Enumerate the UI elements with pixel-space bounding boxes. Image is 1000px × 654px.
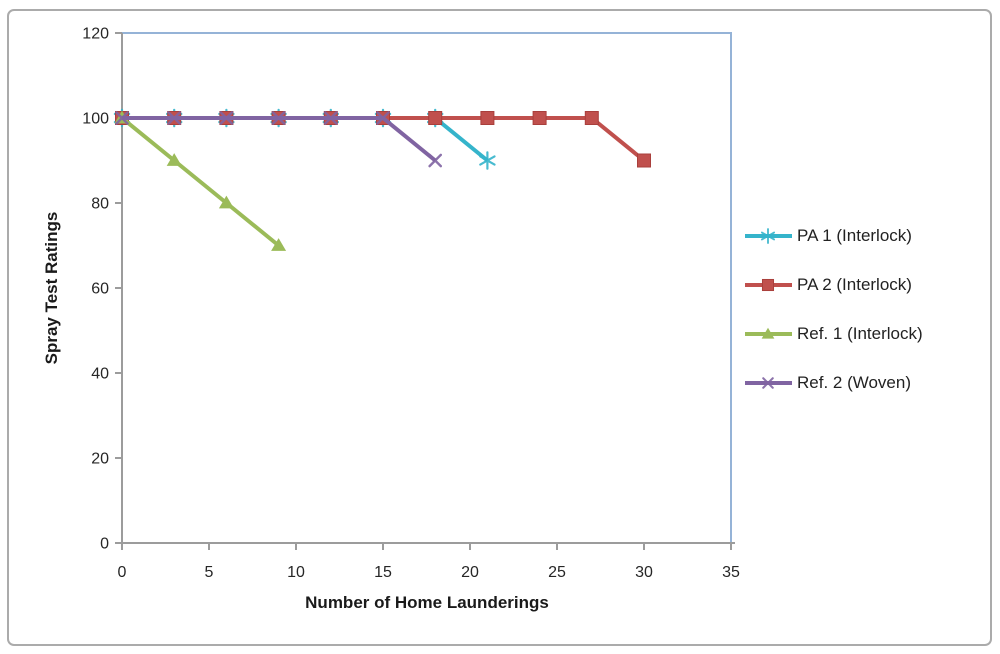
x-tick-label: 20 [461, 564, 479, 581]
y-tick-label: 80 [91, 196, 109, 213]
y-tick-label: 120 [82, 26, 109, 43]
legend-label: Ref. 1 (Interlock) [797, 324, 923, 343]
legend-item-pa-1: PA 1 (Interlock) [744, 226, 923, 245]
x-axis-title: Number of Home Launderings [305, 593, 549, 612]
y-tick-label: 0 [100, 536, 109, 553]
marker-triangle [166, 153, 182, 166]
y-tick-label: 40 [91, 366, 109, 383]
x-tick-label: 0 [118, 564, 127, 581]
plot-border [122, 32, 732, 543]
marker-triangle [218, 195, 234, 209]
legend-marker-asterisk-icon [745, 228, 792, 244]
marker-square [532, 111, 547, 125]
series-line [120, 116, 280, 248]
legend-item-ref-2: Ref. 2 (Woven) [744, 373, 923, 392]
legend-marker-triangle-icon [745, 327, 792, 339]
marker-x [271, 111, 286, 125]
marker-triangle [271, 238, 287, 251]
y-tick-label: 100 [82, 111, 109, 128]
legend-item-pa-2: PA 2 (Interlock) [744, 275, 923, 294]
legend: PA 1 (Interlock) PA 2 (Interlock) Ref. 1… [744, 226, 923, 424]
series-3 [115, 111, 442, 168]
marker-x [219, 111, 234, 125]
legend-label: Ref. 2 (Woven) [797, 373, 912, 392]
marker-asterisk [479, 151, 496, 170]
x-tick-label: 25 [548, 564, 566, 581]
y-axis-title: Spray Test Ratings [42, 211, 61, 365]
marker-square [584, 111, 599, 125]
marker-x [428, 153, 442, 168]
marker-x [115, 111, 129, 125]
marker-square [480, 111, 495, 125]
marker-triangle [761, 327, 775, 339]
x-tick-label: 10 [287, 564, 305, 581]
legend-item-ref-1: Ref. 1 (Interlock) [744, 324, 923, 343]
marker-square [761, 278, 775, 292]
y-tick-label: 60 [91, 281, 109, 298]
marker-x [762, 377, 774, 389]
series-2 [114, 110, 287, 251]
legend-marker-square-icon [745, 278, 792, 292]
marker-square [637, 153, 651, 168]
legend-marker-x-icon [745, 377, 792, 389]
legend-label: PA 1 (Interlock) [797, 226, 912, 245]
x-tick-label: 15 [374, 564, 392, 581]
legend-label: PA 2 (Interlock) [797, 275, 912, 294]
x-tick-label: 35 [722, 564, 740, 581]
x-tick-label: 30 [635, 564, 653, 581]
y-tick-label: 20 [91, 451, 109, 468]
x-tick-label: 5 [205, 564, 214, 581]
marker-x [376, 111, 390, 125]
marker-x [324, 111, 338, 125]
marker-x [167, 111, 182, 125]
marker-asterisk [761, 228, 775, 244]
marker-square [428, 111, 443, 125]
